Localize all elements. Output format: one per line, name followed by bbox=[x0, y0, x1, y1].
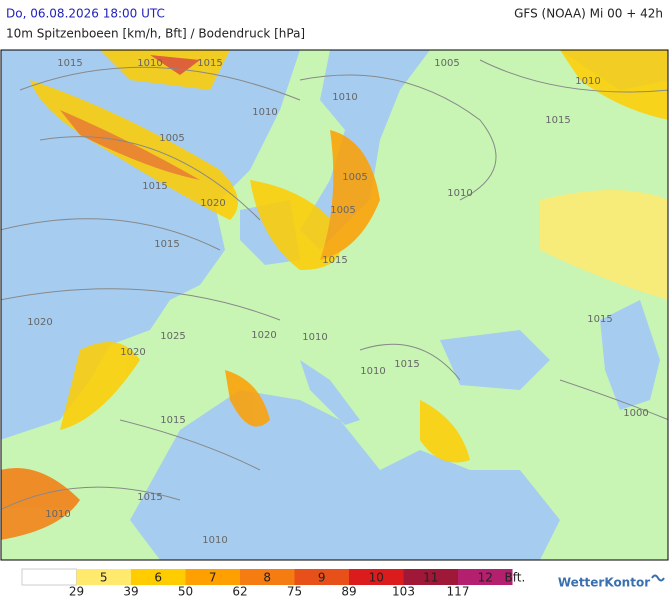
legend-bft: 12 bbox=[478, 571, 493, 585]
isobar-label: 1000 bbox=[623, 408, 648, 419]
model: GFS (NOAA) Mi 00 + 42h bbox=[514, 7, 663, 21]
isobar-label: 1010 bbox=[447, 188, 472, 199]
brand: WetterKontor bbox=[558, 576, 650, 590]
legend-bft: 5 bbox=[100, 571, 108, 585]
isobar-label: 1015 bbox=[137, 492, 162, 503]
legend-swatch bbox=[240, 569, 295, 585]
isobar-label: 1020 bbox=[27, 317, 52, 328]
legend-bft: 7 bbox=[209, 571, 217, 585]
isobar-label: 1015 bbox=[142, 181, 167, 192]
legend-kmh: 117 bbox=[447, 585, 470, 599]
legend-bft: 6 bbox=[154, 571, 162, 585]
isobar-label: 1020 bbox=[120, 347, 145, 358]
legend-kmh: 89 bbox=[341, 585, 356, 599]
legend-swatch bbox=[458, 569, 513, 585]
isobar-label: 1025 bbox=[160, 331, 185, 342]
isobar-labels: 1015 1010 1015 1010 1005 1015 1020 1015 1020 1025… bbox=[27, 58, 648, 546]
isobar-label: 1015 bbox=[160, 415, 185, 426]
legend-swatch bbox=[294, 569, 349, 585]
isobar-label: 1010 bbox=[137, 58, 162, 69]
isobar-label: 1015 bbox=[57, 58, 82, 69]
legend-kmh: 62 bbox=[232, 585, 247, 599]
legend: 5 29 6 39 7 50 8 62 9 75 10 89 11 103 12 117 Bft. bbox=[21, 568, 526, 599]
isobar-label: 1015 bbox=[322, 255, 347, 266]
subtitle: 10m Spitzenboeen [km/h, Bft] / Bodendruc… bbox=[6, 27, 305, 41]
legend-swatch bbox=[131, 569, 186, 585]
isobar-label: 1015 bbox=[587, 314, 612, 325]
isobar-label: 1010 bbox=[45, 509, 70, 520]
legend-bft: 11 bbox=[423, 571, 438, 585]
legend-swatch bbox=[403, 569, 458, 585]
date: Do, 06.08.2026 18:00 UTC bbox=[6, 7, 165, 21]
legend-kmh: 75 bbox=[287, 585, 302, 599]
brand-icon bbox=[651, 574, 665, 582]
isobar-label: 1005 bbox=[159, 133, 184, 144]
isobar-label: 1015 bbox=[154, 239, 179, 250]
legend-bft: 8 bbox=[263, 571, 271, 585]
legend-swatch bbox=[349, 569, 404, 585]
isobar-label: 1005 bbox=[342, 172, 367, 183]
legend-kmh: 29 bbox=[69, 585, 84, 599]
isobar-label: 1010 bbox=[202, 535, 227, 546]
isobar-label: 1010 bbox=[302, 332, 327, 343]
legend-swatch bbox=[21, 568, 77, 586]
isobar-label: 1020 bbox=[200, 198, 225, 209]
legend-kmh: 39 bbox=[123, 585, 138, 599]
legend-swatch bbox=[76, 569, 131, 585]
legend-swatch bbox=[185, 569, 240, 585]
isobar-label: 1010 bbox=[360, 366, 385, 377]
isobar-label: 1015 bbox=[197, 58, 222, 69]
map bbox=[0, 49, 669, 561]
isobar-label: 1015 bbox=[545, 115, 570, 126]
isobar-label: 1010 bbox=[252, 107, 277, 118]
isobar-label: 1010 bbox=[332, 92, 357, 103]
isobar-label: 1010 bbox=[575, 76, 600, 87]
isobar-label: 1015 bbox=[394, 359, 419, 370]
isobar-label: 1005 bbox=[434, 58, 459, 69]
legend-kmh: 50 bbox=[178, 585, 193, 599]
isobar-label: 1020 bbox=[251, 330, 276, 341]
legend-bft: 10 bbox=[369, 571, 384, 585]
isobar-label: 1005 bbox=[330, 205, 355, 216]
legend-kmh: 103 bbox=[392, 585, 415, 599]
legend-unit: Bft. bbox=[505, 571, 526, 585]
legend-bft: 9 bbox=[318, 571, 326, 585]
